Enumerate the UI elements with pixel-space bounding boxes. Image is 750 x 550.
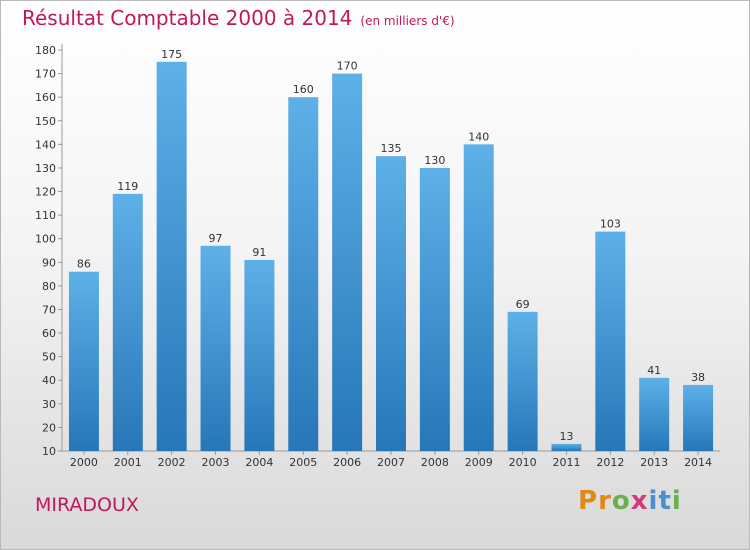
logo-letter: P (578, 486, 599, 516)
bar-2012 (595, 231, 626, 451)
x-tick-label-2009: 2009 (465, 456, 493, 469)
data-label-2000: 86 (77, 258, 91, 271)
data-label-2013: 41 (647, 364, 661, 377)
data-label-2010: 69 (516, 298, 530, 311)
y-tick-label: 180 (35, 44, 56, 57)
data-labels: 86 119 175 97 91 160 170 135 130 140 69 13 103 41 38 (77, 48, 705, 443)
bar-2014 (683, 384, 714, 451)
y-tick-label: 60 (42, 327, 56, 340)
data-label-2012: 103 (600, 218, 621, 231)
data-label-2005: 160 (293, 83, 314, 96)
bar-2004 (244, 259, 275, 451)
x-tick-label-2007: 2007 (377, 456, 405, 469)
bar-2007 (376, 156, 406, 451)
bar-2010 (507, 311, 538, 451)
x-tick-label-2006: 2006 (333, 456, 361, 469)
y-tick-label: 140 (35, 138, 56, 151)
y-tick-label: 160 (35, 91, 56, 104)
bar-2009 (463, 144, 494, 451)
x-tick-label-2003: 2003 (202, 456, 230, 469)
commune-name: MIRADOUX (35, 494, 139, 516)
logo-letter: x (630, 486, 649, 516)
y-axis: 10 20 30 40 50 60 70 80 90 100 110 120 130 140 150 160 1… (35, 44, 63, 458)
logo-letter: o (611, 486, 631, 516)
x-tick-label-2000: 2000 (70, 456, 98, 469)
x-tick-label-2002: 2002 (158, 456, 186, 469)
data-label-2001: 119 (117, 180, 138, 193)
bar-2013 (639, 377, 670, 451)
x-axis: 2000 2001 2002 2003 2004 2005 2006 2007 2008 2009… (62, 450, 720, 469)
data-label-2002: 175 (161, 48, 182, 61)
chart-title: Résultat Comptable 2000 à 2014 (en millie… (22, 6, 455, 30)
y-tick-label: 110 (35, 209, 56, 222)
bar-2005 (288, 97, 319, 452)
y-tick-label: 10 (42, 445, 56, 458)
data-label-2003: 97 (209, 232, 223, 245)
y-tick-label: 150 (35, 115, 56, 128)
data-label-2009: 140 (468, 130, 489, 143)
data-label-2014: 38 (691, 371, 705, 384)
y-tick-label: 170 (35, 68, 56, 81)
data-label-2008: 130 (424, 154, 445, 167)
y-tick-label: 100 (35, 233, 56, 246)
x-tick-label-2011: 2011 (552, 456, 580, 469)
x-tick-label-2004: 2004 (245, 456, 273, 469)
y-tick-label: 70 (42, 303, 56, 316)
bar-2008 (419, 167, 450, 452)
logo-letter: r (598, 486, 612, 516)
y-tick-label: 40 (42, 374, 56, 387)
data-label-2006: 170 (337, 60, 358, 73)
data-label-2011: 13 (559, 430, 573, 443)
y-tick-label: 20 (42, 421, 56, 434)
x-tick-label-2008: 2008 (421, 456, 449, 469)
x-tick-label-2014: 2014 (684, 456, 712, 469)
bar-2003 (200, 245, 231, 451)
bars (68, 61, 714, 452)
y-tick-label: 80 (42, 280, 56, 293)
y-tick-label: 50 (42, 351, 56, 364)
x-tick-label-2010: 2010 (509, 456, 537, 469)
y-tick-label: 120 (35, 186, 56, 199)
y-tick-label: 90 (42, 256, 56, 269)
proxiti-logo: Proxiti (578, 486, 682, 516)
bar-2002 (156, 61, 187, 451)
x-tick-label-2013: 2013 (640, 456, 668, 469)
y-tick-label: 130 (35, 162, 56, 175)
chart-subtitle: (en milliers d'€) (360, 14, 455, 28)
logo-letter: i (648, 486, 659, 516)
x-tick-label-2005: 2005 (289, 456, 317, 469)
bar-2001 (112, 193, 143, 451)
bar-2000 (68, 271, 99, 451)
bar-2006 (332, 73, 363, 452)
y-tick-label: 30 (42, 398, 56, 411)
chart-title-text: Résultat Comptable 2000 à 2014 (22, 6, 353, 30)
data-label-2007: 135 (381, 142, 402, 155)
x-tick-label-2001: 2001 (114, 456, 142, 469)
data-label-2004: 91 (252, 246, 266, 259)
logo-letter: i (671, 486, 682, 516)
bar-2011 (551, 443, 582, 451)
x-tick-label-2012: 2012 (596, 456, 624, 469)
logo-letter: t (658, 486, 672, 516)
